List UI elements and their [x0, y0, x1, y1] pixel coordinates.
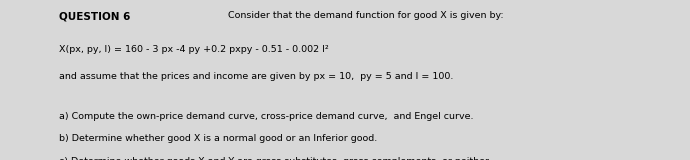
Text: and assume that the prices and income are given by px = 10,  py = 5 and I = 100.: and assume that the prices and income ar… — [59, 72, 453, 81]
Text: QUESTION 6: QUESTION 6 — [59, 11, 130, 21]
Text: b) Determine whether good X is a normal good or an Inferior good.: b) Determine whether good X is a normal … — [59, 134, 377, 143]
Text: a) Compute the own-price demand curve, cross-price demand curve,  and Engel curv: a) Compute the own-price demand curve, c… — [59, 112, 473, 121]
Text: X(px, py, I) = 160 - 3 px -4 py +0.2 pxpy - 0.51 - 0.002 I²: X(px, py, I) = 160 - 3 px -4 py +0.2 pxp… — [59, 45, 328, 54]
Text: Consider that the demand function for good X is given by:: Consider that the demand function for go… — [228, 11, 503, 20]
Text: c) Determine whether goods X and Y are gross substitutes, gross complements, or : c) Determine whether goods X and Y are g… — [59, 157, 491, 160]
